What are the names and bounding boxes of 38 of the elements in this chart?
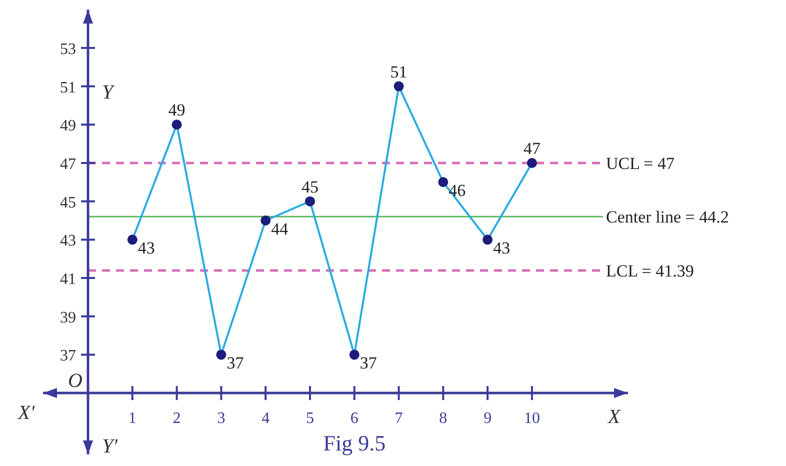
data-label: 51: [390, 62, 408, 82]
data-label: 43: [493, 238, 510, 258]
y-tick-label: 45: [60, 194, 76, 212]
y-tick-label: 41: [60, 271, 76, 288]
data-label: 46: [448, 181, 466, 200]
data-label: 49: [168, 100, 186, 120]
x-tick-label: 2: [172, 410, 181, 428]
data-label: 47: [523, 138, 541, 158]
data-label: 43: [138, 238, 155, 258]
y-tick-label: 53: [60, 40, 76, 58]
data-label: 37: [360, 354, 378, 373]
x-tick-label: 4: [262, 410, 270, 428]
ref-line-label: UCL = 47: [606, 154, 675, 173]
y-axis-title: Y: [102, 81, 115, 104]
x-tick-label: 7: [394, 410, 403, 428]
x-tick-label: 8: [439, 410, 448, 428]
y-tick-label: 51: [60, 79, 76, 96]
x-axis-title: X: [607, 406, 621, 428]
x-tick-label: 5: [306, 410, 314, 428]
x-tick-label: 6: [350, 410, 358, 428]
x-tick-label: 10: [524, 410, 540, 428]
data-label: 44: [271, 219, 289, 238]
x-tick-label: 3: [217, 410, 226, 428]
y-tick-label: 49: [60, 118, 76, 135]
x-tick-label: 1: [128, 410, 136, 428]
ref-line-label: Center line = 44.2: [606, 208, 729, 227]
x-tick-label: 9: [484, 410, 492, 428]
data-label: 45: [301, 177, 318, 196]
y-tick-label: 37: [60, 348, 76, 365]
ref-line-label: LCL = 41.39: [606, 262, 694, 281]
data-label: 37: [226, 354, 244, 373]
annotation: Y′: [102, 435, 118, 458]
y-tick-label: 47: [60, 156, 76, 173]
annotation: Fig 9.5: [323, 430, 386, 456]
text: O: [68, 370, 82, 392]
y-tick-label: 39: [60, 309, 76, 326]
text: X′: [17, 402, 36, 424]
y-tick-label: 43: [60, 232, 76, 250]
